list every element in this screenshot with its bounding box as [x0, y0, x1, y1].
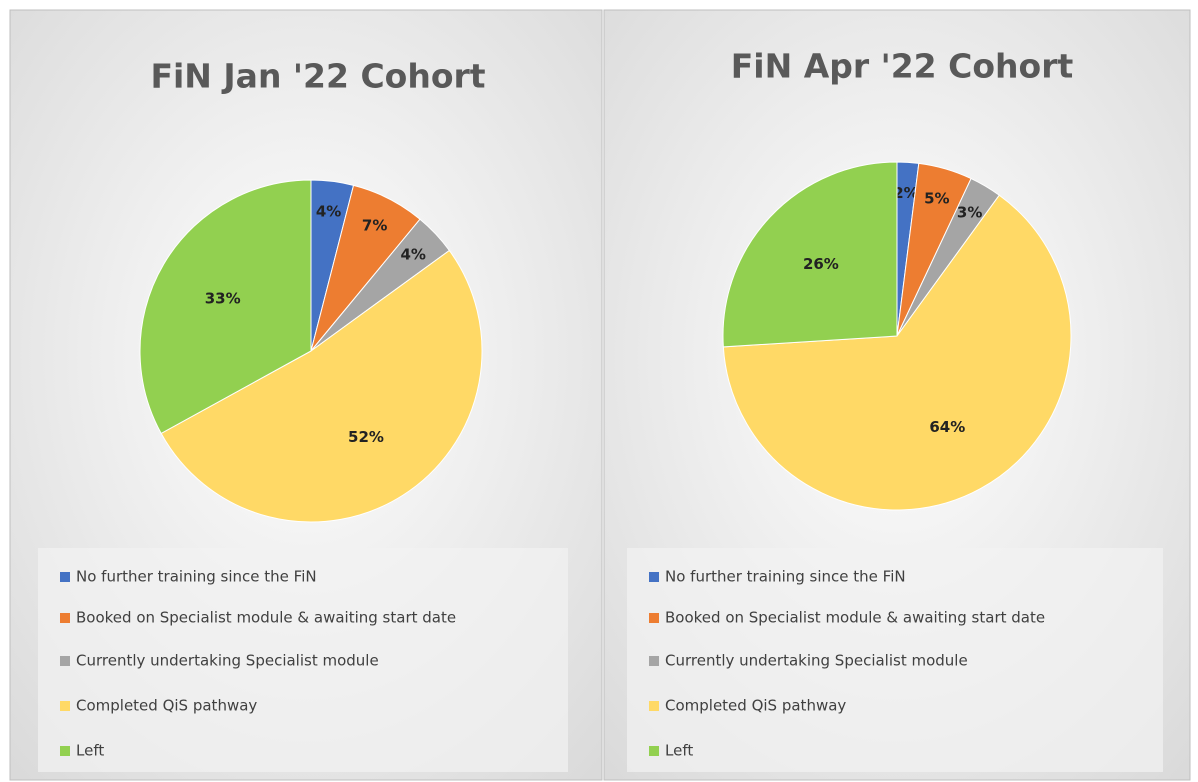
chart-title: FiN Jan '22 Cohort — [150, 57, 485, 96]
data-label: 33% — [205, 289, 241, 307]
pie-slice — [722, 194, 1072, 511]
legend-label: Booked on Specialist module & awaiting s… — [76, 609, 456, 627]
data-label: 3% — [957, 204, 982, 222]
legend-swatch — [649, 656, 659, 666]
pie-slice — [160, 249, 483, 523]
data-label: 26% — [803, 255, 839, 273]
chart-title: FiN Apr '22 Cohort — [731, 47, 1074, 86]
legend-label: Left — [76, 742, 104, 760]
legend-label: Completed QiS pathway — [665, 697, 846, 715]
legend-swatch — [60, 746, 70, 756]
legend-swatch — [649, 613, 659, 623]
legend-label: No further training since the FiN — [76, 568, 317, 586]
legend-swatch — [60, 656, 70, 666]
legend-box — [627, 548, 1163, 772]
legend-swatch — [60, 572, 70, 582]
legend-box — [38, 548, 568, 772]
legend-swatch — [649, 572, 659, 582]
data-label: 52% — [348, 428, 384, 446]
data-label: 4% — [316, 202, 341, 220]
legend-label: Booked on Specialist module & awaiting s… — [665, 609, 1045, 627]
data-label: 2% — [893, 184, 918, 202]
legend-swatch — [649, 701, 659, 711]
data-label: 4% — [400, 246, 425, 264]
data-label: 7% — [362, 217, 387, 235]
legend-swatch — [60, 701, 70, 711]
pie-slice — [722, 161, 898, 348]
data-label: 64% — [929, 418, 965, 436]
legend-swatch — [649, 746, 659, 756]
legend-label: Completed QiS pathway — [76, 697, 257, 715]
legend-label: Currently undertaking Specialist module — [76, 652, 379, 670]
legend-label: No further training since the FiN — [665, 568, 906, 586]
legend-swatch — [60, 613, 70, 623]
legend-label: Left — [665, 742, 693, 760]
legend-label: Currently undertaking Specialist module — [665, 652, 968, 670]
data-label: 5% — [924, 189, 949, 207]
pie-slice — [139, 179, 312, 435]
